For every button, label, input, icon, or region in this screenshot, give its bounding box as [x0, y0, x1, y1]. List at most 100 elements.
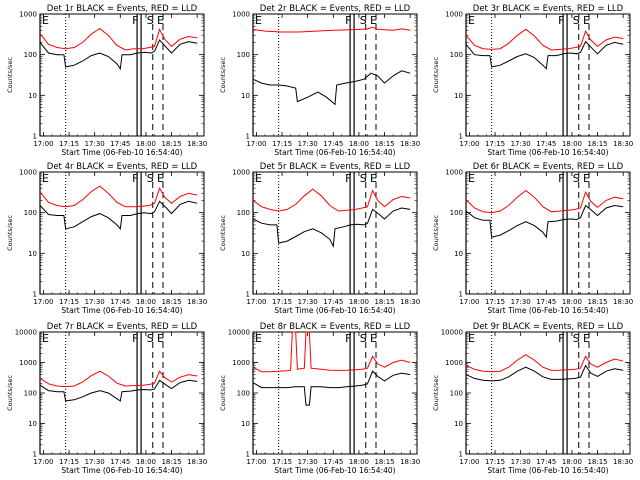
x-tick-label: 18:30	[187, 298, 207, 306]
y-tick-label: 10	[454, 420, 463, 428]
x-tick-label: 18:00	[136, 458, 156, 466]
y-tick-label: 1000	[445, 11, 463, 19]
x-tick-label: 18:30	[613, 298, 633, 306]
plot-frame	[39, 171, 205, 295]
x-tick-label: 18:30	[400, 140, 420, 148]
series-line	[465, 364, 624, 382]
x-tick-label: 18:30	[613, 140, 633, 148]
y-tick-label: 100	[450, 51, 463, 59]
x-axis-title: Start Time (06-Feb-10 16:54:40)	[61, 306, 182, 315]
x-tick-label: 18:15	[161, 458, 181, 466]
x-tick-label: 17:45	[536, 140, 556, 148]
x-tick-label: 17:00	[33, 298, 53, 306]
panel-title: Det 2r BLACK = Events, RED = LLD	[260, 4, 411, 14]
series-line	[39, 39, 198, 71]
series-line	[39, 27, 198, 51]
x-tick-label: 18:30	[613, 458, 633, 466]
marker-label: F	[558, 14, 564, 27]
marker-label: E	[255, 172, 262, 185]
series-line	[252, 26, 411, 33]
plot-frame	[39, 13, 205, 137]
chart-panel: Det 5r BLACK = Events, RED = LLD 1 10 100 10…	[219, 162, 420, 315]
x-tick-label: 17:30	[85, 458, 105, 466]
series-line	[465, 204, 624, 239]
marker-label: S	[360, 172, 367, 185]
x-tick-label: 17:30	[85, 140, 105, 148]
series-line	[465, 28, 624, 51]
x-axis-title: Start Time (06-Feb-10 16:54:40)	[274, 466, 395, 475]
x-tick-label: 17:00	[246, 140, 266, 148]
x-axis-title: Start Time (06-Feb-10 16:54:40)	[487, 148, 608, 157]
marker-label: E	[157, 14, 164, 27]
y-tick-label: 100	[450, 209, 463, 217]
x-tick-label: 18:30	[187, 458, 207, 466]
y-tick-label: 1	[33, 291, 37, 299]
x-tick-label: 18:00	[349, 298, 369, 306]
x-tick-label: 17:00	[459, 298, 479, 306]
x-tick-label: 17:00	[246, 298, 266, 306]
x-tick-label: 18:15	[587, 140, 607, 148]
x-tick-label: 18:30	[187, 140, 207, 148]
x-tick-label: 17:45	[323, 458, 343, 466]
chart-panel: Det 2r BLACK = Events, RED = LLD 1 10 100 10…	[219, 4, 420, 157]
x-axis-title: Start Time (06-Feb-10 16:54:40)	[487, 466, 608, 475]
panel-title: Det 5r BLACK = Events, RED = LLD	[260, 162, 411, 172]
x-tick-label: 17:00	[33, 458, 53, 466]
x-tick-label: 18:15	[161, 140, 181, 148]
marker-label: E	[370, 14, 377, 27]
x-tick-label: 17:30	[298, 458, 318, 466]
chart-panel: Det 7r BLACK = Events, RED = LLD 1 10 100 10…	[6, 322, 207, 475]
y-tick-label: 10000	[228, 329, 250, 337]
x-tick-label: 18:30	[400, 458, 420, 466]
marker-label: F	[132, 332, 138, 345]
y-tick-label: 1000	[19, 359, 37, 367]
series-line	[465, 354, 624, 373]
marker-label: S	[360, 332, 367, 345]
series-line	[39, 370, 198, 388]
plot-frame	[465, 331, 631, 455]
x-tick-label: 18:15	[374, 298, 394, 306]
marker-label: F	[345, 332, 351, 345]
marker-label: E	[583, 332, 590, 345]
series-line	[252, 207, 411, 248]
x-tick-label: 18:00	[136, 140, 156, 148]
marker-label: E	[468, 14, 475, 27]
x-tick-label: 17:15	[485, 458, 505, 466]
x-tick-label: 18:15	[374, 458, 394, 466]
marker-label: S	[573, 172, 580, 185]
y-tick-label: 1	[459, 451, 463, 459]
y-axis-title: Counts/sec	[219, 57, 227, 93]
marker-label: S	[147, 14, 154, 27]
x-tick-label: 18:00	[349, 458, 369, 466]
y-tick-label: 1000	[19, 11, 37, 19]
marker-label: E	[583, 172, 590, 185]
marker-label: F	[558, 332, 564, 345]
series-line	[39, 185, 198, 208]
marker-label: E	[255, 14, 262, 27]
x-axis-title: Start Time (06-Feb-10 16:54:40)	[274, 306, 395, 315]
y-tick-label: 100	[237, 209, 250, 217]
marker-label: F	[558, 172, 564, 185]
series-line	[252, 331, 411, 373]
x-tick-label: 17:45	[323, 298, 343, 306]
series-line	[252, 370, 411, 406]
marker-label: E	[157, 332, 164, 345]
y-tick-label: 1	[246, 133, 250, 141]
chart-panel: Det 3r BLACK = Events, RED = LLD 1 10 100 10…	[432, 4, 633, 157]
marker-label: E	[468, 332, 475, 345]
x-tick-label: 17:45	[110, 140, 130, 148]
x-tick-label: 17:30	[298, 140, 318, 148]
y-tick-label: 10	[241, 92, 250, 100]
marker-label: S	[147, 172, 154, 185]
y-tick-label: 10000	[15, 329, 37, 337]
x-axis-title: Start Time (06-Feb-10 16:54:40)	[487, 306, 608, 315]
x-tick-label: 17:15	[485, 140, 505, 148]
y-tick-label: 1	[33, 133, 37, 141]
series-line	[39, 379, 198, 402]
x-tick-label: 17:00	[33, 140, 53, 148]
marker-label: F	[345, 172, 351, 185]
x-tick-label: 17:15	[59, 298, 79, 306]
y-tick-label: 10	[454, 250, 463, 258]
x-tick-label: 17:30	[511, 458, 531, 466]
x-tick-label: 17:00	[459, 458, 479, 466]
